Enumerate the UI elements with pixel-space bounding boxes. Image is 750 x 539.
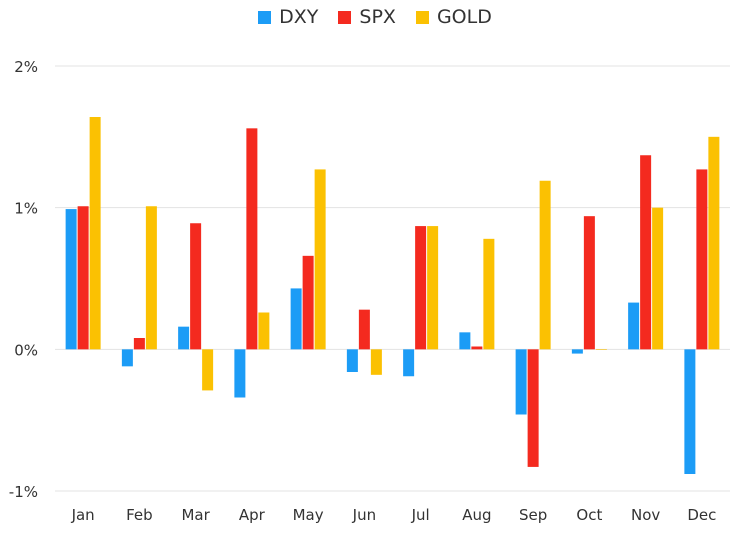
- bar-gold-may: [314, 169, 326, 350]
- x-tick-label: May: [293, 506, 324, 524]
- bar-spx-jun: [358, 309, 370, 350]
- bar-spx-mar: [190, 223, 202, 350]
- legend-label-dxy: DXY: [279, 6, 319, 28]
- bar-spx-jul: [415, 226, 427, 350]
- x-tick-label: Jun: [352, 506, 376, 524]
- bar-gold-nov: [652, 207, 664, 350]
- x-tick-label: Sep: [519, 506, 547, 524]
- bar-gold-jan: [89, 117, 101, 350]
- bar-dxy-dec: [684, 349, 696, 474]
- bar-dxy-jul: [403, 349, 415, 377]
- y-tick-label: -1%: [9, 483, 38, 501]
- bar-dxy-aug: [459, 332, 471, 350]
- bar-dxy-sep: [515, 349, 527, 415]
- legend-swatch-dxy: [258, 10, 272, 24]
- bar-gold-apr: [258, 312, 270, 350]
- bar-gold-mar: [202, 349, 214, 391]
- legend-item-gold: GOLD: [415, 6, 492, 28]
- bar-gold-jul: [427, 226, 439, 350]
- bar-spx-may: [302, 255, 314, 350]
- bar-gold-oct: [595, 349, 607, 350]
- bar-dxy-apr: [234, 349, 246, 398]
- x-tick-label: Mar: [181, 506, 210, 524]
- x-tick-label: Aug: [462, 506, 491, 524]
- bar-dxy-oct: [571, 349, 583, 354]
- x-tick-label: Oct: [576, 506, 602, 524]
- bar-dxy-feb: [121, 349, 133, 367]
- bar-gold-sep: [539, 180, 551, 350]
- legend-item-spx: SPX: [338, 6, 396, 28]
- bar-gold-jun: [370, 349, 382, 375]
- bar-spx-apr: [246, 128, 258, 350]
- y-tick-label: 1%: [14, 200, 38, 218]
- legend-label-gold: GOLD: [436, 6, 492, 28]
- legend-swatch-spx: [338, 10, 352, 24]
- x-tick-label: Jan: [71, 506, 95, 524]
- legend-item-dxy: DXY: [258, 6, 318, 28]
- x-tick-label: Jul: [411, 506, 430, 524]
- x-tick-label: Apr: [239, 506, 266, 524]
- bar-dxy-jun: [346, 349, 358, 372]
- bar-spx-oct: [583, 216, 595, 350]
- y-tick-label: 2%: [14, 58, 38, 76]
- x-tick-label: Nov: [631, 506, 660, 524]
- bar-dxy-jan: [65, 209, 77, 350]
- bar-dxy-nov: [628, 302, 640, 350]
- x-tick-label: Dec: [687, 506, 716, 524]
- bar-dxy-may: [290, 288, 302, 350]
- bar-dxy-mar: [178, 326, 190, 350]
- bar-gold-feb: [145, 206, 157, 350]
- legend-swatch-gold: [415, 10, 429, 24]
- bar-spx-feb: [133, 338, 145, 350]
- y-tick-label: 0%: [14, 341, 38, 359]
- legend-label-spx: SPX: [359, 6, 396, 28]
- bar-gold-dec: [708, 136, 720, 350]
- x-tick-label: Feb: [126, 506, 153, 524]
- chart-legend: DXY SPX GOLD: [0, 6, 750, 28]
- bar-gold-aug: [483, 238, 495, 350]
- bar-spx-jan: [77, 206, 89, 350]
- bar-spx-sep: [527, 349, 539, 467]
- bar-spx-nov: [640, 155, 652, 350]
- bar-spx-dec: [696, 169, 708, 350]
- bar-spx-aug: [471, 346, 483, 350]
